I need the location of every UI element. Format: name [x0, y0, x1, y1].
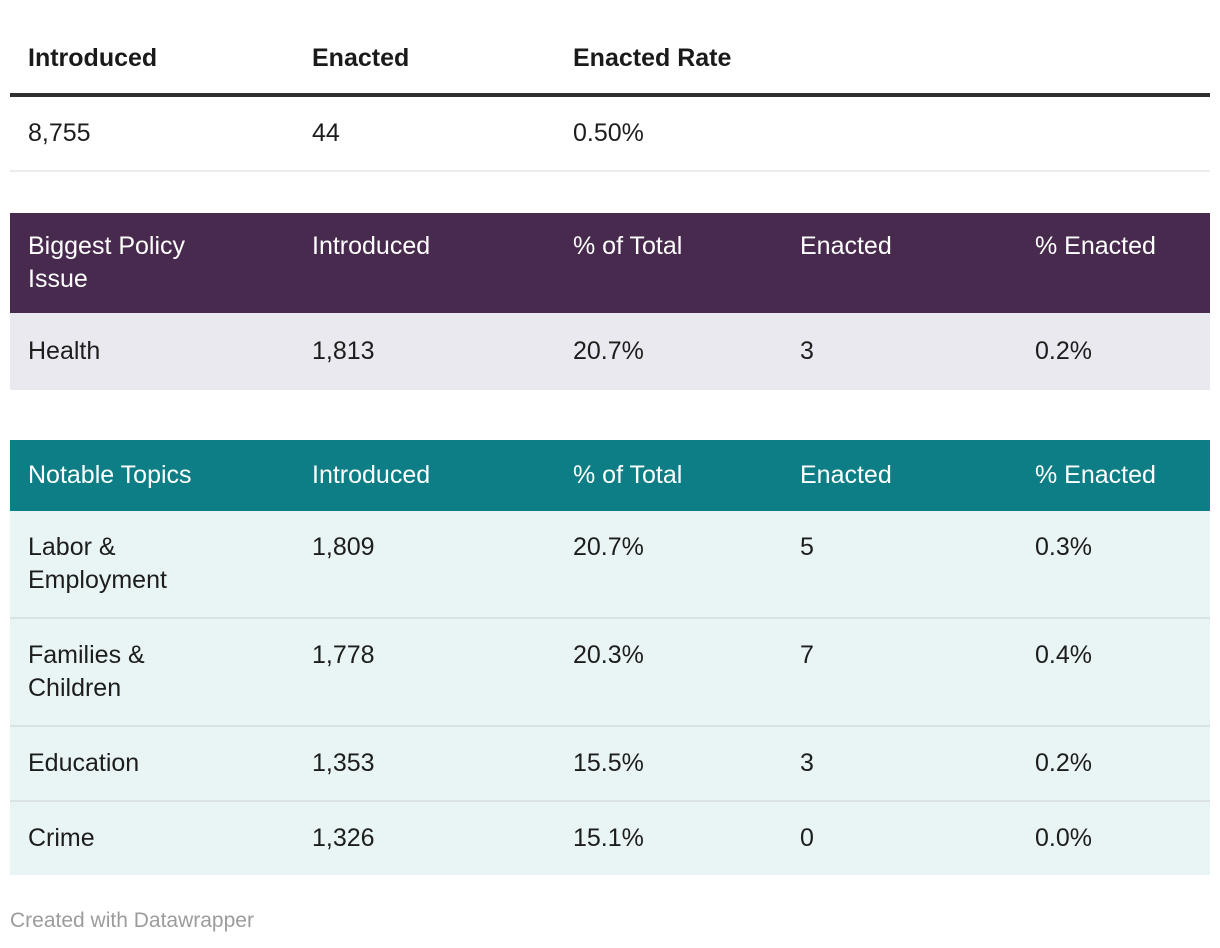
summary-value-enacted-rate: 0.50%	[573, 119, 644, 147]
policy-data-row-health: Health 1,813 20.7% 3 0.2%	[10, 313, 1210, 390]
topic-introduced-value: 1,353	[312, 749, 375, 777]
topic-name: Crime	[28, 824, 95, 852]
topic-introduced-value: 1,809	[312, 533, 375, 561]
topic-enacted-value: 5	[800, 533, 814, 561]
topic-introduced-value: 1,326	[312, 824, 375, 852]
topic-pct-enacted-value: 0.0%	[1035, 824, 1092, 852]
notable-topics-table: Notable Topics Introduced % of Total Ena…	[10, 440, 1210, 875]
topic-enacted-value: 3	[800, 749, 814, 777]
topics-col-introduced: Introduced	[312, 461, 431, 489]
topics-data-row-families-children: Families & Children 1,778 20.3% 7 0.4%	[10, 617, 1210, 725]
topic-pct-enacted-value: 0.2%	[1035, 749, 1092, 777]
topics-col-pct-total: % of Total	[573, 461, 683, 489]
policy-col-enacted: Enacted	[800, 232, 892, 260]
biggest-policy-issue-table: Biggest Policy Issue Introduced % of Tot…	[10, 213, 1210, 390]
summary-value-introduced: 8,755	[28, 119, 91, 147]
policy-col-pct-enacted: % Enacted	[1035, 232, 1156, 260]
summary-col-empty-1	[782, 0, 1017, 93]
topic-introduced-value: 1,778	[312, 641, 375, 669]
summary-col-empty-2	[1017, 0, 1210, 93]
policy-pct-enacted-value: 0.2%	[1035, 337, 1092, 365]
topic-name: Education	[28, 749, 140, 777]
policy-header-row: Biggest Policy Issue Introduced % of Tot…	[10, 213, 1210, 313]
topic-pct-total-value: 20.3%	[573, 641, 644, 669]
topic-enacted-value: 7	[800, 641, 814, 669]
topic-name: Families & Children	[28, 641, 145, 702]
topic-pct-enacted-value: 0.4%	[1035, 641, 1092, 669]
policy-issue-name: Health	[28, 337, 101, 365]
summary-col-introduced: Introduced	[28, 44, 158, 72]
policy-col-pct-total: % of Total	[573, 232, 683, 260]
policy-introduced-value: 1,813	[312, 337, 375, 365]
topics-col-pct-enacted: % Enacted	[1035, 461, 1156, 489]
topics-data-row-labor-employment: Labor & Employment 1,809 20.7% 5 0.3%	[10, 511, 1210, 617]
summary-value-empty-1	[782, 97, 1017, 170]
topic-enacted-value: 0	[800, 824, 814, 852]
topics-data-row-education: Education 1,353 15.5% 3 0.2%	[10, 725, 1210, 800]
policy-pct-total-value: 20.7%	[573, 337, 644, 365]
summary-value-enacted: 44	[312, 119, 340, 147]
datawrapper-credit: Created with Datawrapper	[10, 909, 254, 932]
summary-value-empty-2	[1017, 97, 1210, 170]
topics-col-enacted: Enacted	[800, 461, 892, 489]
summary-data-row: 8,755 44 0.50%	[10, 97, 1210, 172]
topic-name: Labor & Employment	[28, 533, 167, 594]
topic-pct-enacted-value: 0.3%	[1035, 533, 1092, 561]
topics-data-row-crime: Crime 1,326 15.1% 0 0.0%	[10, 800, 1210, 875]
summary-col-enacted-rate: Enacted Rate	[573, 44, 732, 72]
topic-pct-total-value: 20.7%	[573, 533, 644, 561]
topics-col-topic: Notable Topics	[28, 461, 192, 489]
topic-pct-total-value: 15.5%	[573, 749, 644, 777]
policy-col-issue: Biggest Policy Issue	[28, 232, 186, 293]
policy-col-introduced: Introduced	[312, 232, 431, 260]
summary-header-row: Introduced Enacted Enacted Rate	[10, 0, 1210, 97]
topics-header-row: Notable Topics Introduced % of Total Ena…	[10, 440, 1210, 511]
summary-table: Introduced Enacted Enacted Rate 8,755 44…	[10, 0, 1210, 172]
policy-enacted-value: 3	[800, 337, 814, 365]
summary-col-enacted: Enacted	[312, 44, 410, 72]
topic-pct-total-value: 15.1%	[573, 824, 644, 852]
